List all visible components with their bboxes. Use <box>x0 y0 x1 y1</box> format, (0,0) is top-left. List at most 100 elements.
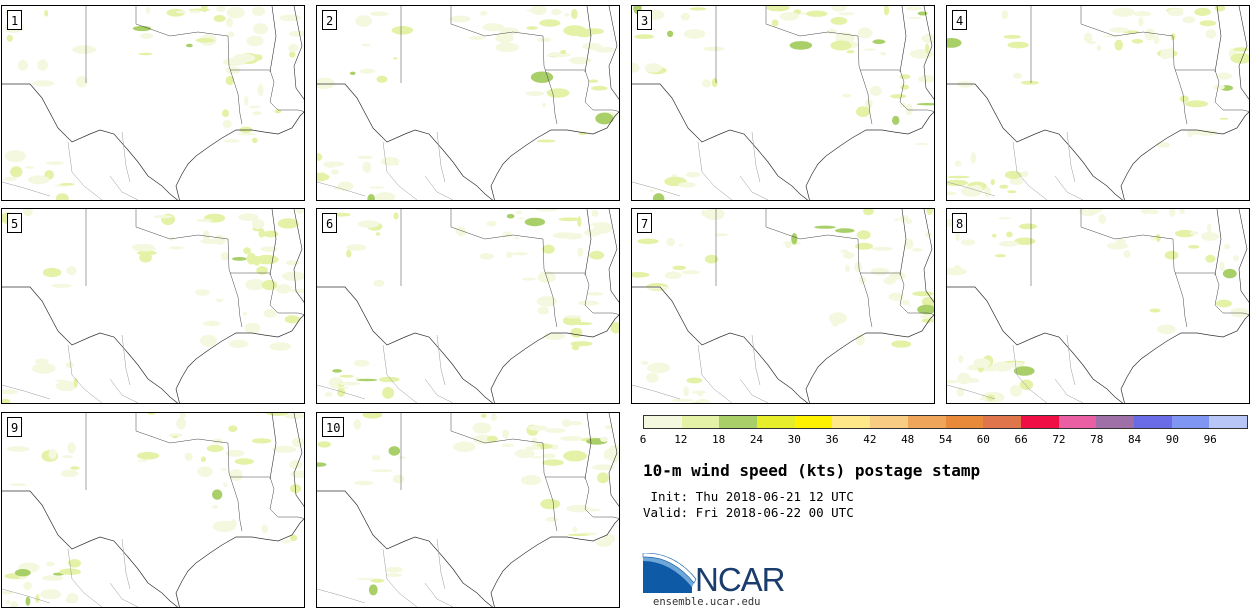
wind-shading <box>256 266 268 275</box>
wind-shading <box>136 451 160 460</box>
ensemble-url[interactable]: ensemble.ucar.edu <box>653 596 761 608</box>
wind-shading <box>1133 10 1152 17</box>
wind-shading <box>346 249 352 258</box>
wind-shading <box>44 10 49 17</box>
wind-shading <box>179 413 186 419</box>
wind-shading <box>195 38 215 43</box>
wind-shading <box>563 25 587 36</box>
wind-shading <box>10 166 23 178</box>
state-border <box>85 209 304 328</box>
colorbar-tick-label: 12 <box>674 433 688 446</box>
map-graphic <box>317 209 619 403</box>
wind-shading <box>845 264 850 273</box>
wind-shading <box>1144 28 1156 41</box>
map-panel-5: 5 <box>1 208 305 404</box>
wind-shading <box>584 28 604 35</box>
wind-shading <box>1020 80 1039 85</box>
wind-shading <box>1114 39 1123 51</box>
wind-shading <box>228 339 249 348</box>
wind-shading <box>453 441 476 453</box>
wind-shading <box>591 85 608 91</box>
wind-shading <box>900 215 909 223</box>
colorbar-tick-label: 48 <box>901 433 915 446</box>
wind-shading <box>495 33 514 43</box>
wind-shading <box>72 45 97 54</box>
wind-shading <box>480 413 487 418</box>
wind-shading <box>999 184 1009 189</box>
state-border <box>715 209 934 328</box>
wind-shading <box>269 342 292 351</box>
wind-shading <box>391 26 414 35</box>
wind-shading <box>258 228 265 238</box>
map-graphic <box>317 413 619 607</box>
wind-shading <box>1213 84 1225 90</box>
wind-shading <box>1219 261 1225 271</box>
wind-shading <box>1083 32 1093 43</box>
wind-shading <box>911 248 923 252</box>
wind-shading <box>1222 268 1237 279</box>
wind-shading <box>518 217 525 220</box>
river-border <box>1214 209 1249 303</box>
wind-shading <box>766 6 790 12</box>
wind-shading <box>1131 39 1144 44</box>
state-border <box>1030 209 1249 328</box>
wind-shading <box>23 209 33 217</box>
colorbar-segment <box>757 416 795 428</box>
wind-shading <box>779 12 800 21</box>
wind-shading <box>605 425 613 430</box>
wind-shading <box>272 445 297 453</box>
wind-shading <box>375 232 381 236</box>
map-graphic <box>317 6 619 200</box>
wind-shading <box>362 161 372 174</box>
wind-shading <box>66 266 77 276</box>
wind-shading <box>564 13 570 17</box>
wind-shading <box>62 455 74 459</box>
wind-shading <box>672 265 687 270</box>
wind-shading <box>919 314 934 319</box>
wind-shading <box>45 161 64 165</box>
wind-shading <box>339 374 354 378</box>
mexico-border <box>2 538 139 607</box>
wind-shading <box>40 589 62 600</box>
wind-shading <box>984 186 991 198</box>
wind-shading <box>890 94 907 99</box>
wind-shading <box>222 57 246 66</box>
map-panel-7: 7 <box>631 208 935 404</box>
wind-shading <box>591 209 599 217</box>
wind-shading <box>1179 209 1185 214</box>
wind-shading <box>330 169 339 175</box>
wind-shading <box>1170 47 1174 59</box>
wind-shading <box>542 459 564 466</box>
state-border <box>1030 6 1249 125</box>
wind-shading <box>530 6 547 16</box>
panel-number: 2 <box>322 10 338 30</box>
wind-shading <box>568 421 583 426</box>
wind-shading <box>973 358 991 368</box>
wind-shading <box>1233 255 1239 262</box>
wind-shading <box>888 292 904 301</box>
mexico-border <box>317 334 454 403</box>
wind-shading <box>689 402 703 403</box>
wind-shading <box>914 143 929 146</box>
wind-shading <box>1219 117 1229 120</box>
wind-shading <box>791 233 798 245</box>
wind-shading <box>872 39 886 44</box>
wind-shading <box>252 111 262 116</box>
wind-shading <box>693 399 712 403</box>
wind-shading <box>917 11 928 16</box>
wind-shading <box>648 189 655 192</box>
wind-shading <box>276 284 292 294</box>
wind-shading <box>1206 223 1212 234</box>
wind-shading <box>965 378 980 383</box>
wind-shading <box>244 96 249 106</box>
wind-shading <box>137 459 148 462</box>
wind-shading <box>789 41 813 50</box>
wind-shading <box>560 49 567 55</box>
wind-shading <box>883 6 890 16</box>
wind-shading <box>356 378 378 382</box>
colorbar-segment <box>1058 416 1097 428</box>
wind-shading <box>831 6 847 12</box>
colorbar-segment <box>832 416 871 428</box>
wind-shading <box>1157 324 1176 335</box>
wind-shading <box>1112 7 1135 17</box>
